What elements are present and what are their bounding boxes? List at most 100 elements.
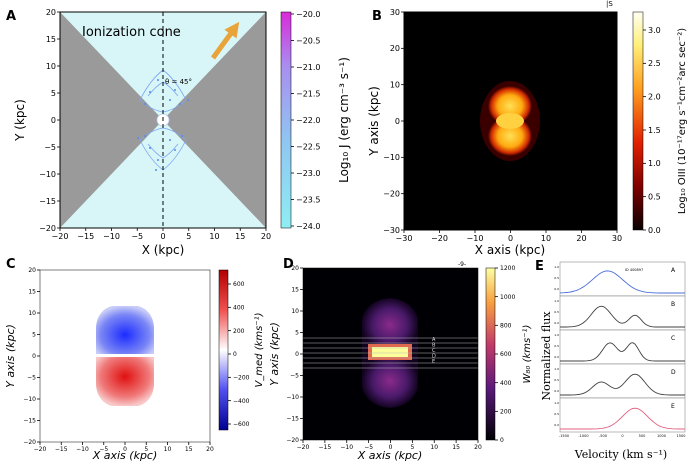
colorbar-tick-label: 600 bbox=[233, 281, 245, 288]
x-tick-label: 20 bbox=[206, 446, 214, 453]
colorbar-tick-label: −21.0 bbox=[296, 63, 321, 72]
x-tick-label: 0 bbox=[160, 232, 165, 241]
colorbar-tick-label: 2.5 bbox=[648, 59, 661, 68]
subplot-label: C bbox=[671, 335, 675, 342]
colorbar-tick-label: −400 bbox=[233, 398, 250, 405]
y-tick-label: 0.5 bbox=[554, 412, 559, 416]
y-tick-label: −15 bbox=[23, 418, 36, 425]
y-tick-label: 1.0 bbox=[554, 265, 559, 269]
panel-e: E A 1.0 0.5 0.0 ID 400897 B 1.0 0.5 0.0 C 1.0 0.5 0.… bbox=[535, 259, 685, 461]
y-tick-label: 15 bbox=[291, 287, 299, 294]
x-tick-label: 0 bbox=[123, 446, 127, 453]
colorbar-tick-label: 0.0 bbox=[648, 226, 661, 235]
colorbar-tick-label: −200 bbox=[233, 374, 250, 381]
panel-d-upper-lobe bbox=[362, 298, 418, 352]
panel-a-orange-arrow bbox=[210, 21, 240, 60]
y-tick-label: 5 bbox=[295, 330, 299, 337]
colorbar-tick-label: −21.5 bbox=[296, 89, 321, 98]
slit-label: B bbox=[432, 343, 436, 349]
spectrum-curve bbox=[560, 305, 685, 328]
panel-a-colorbar-ticks: −20.0 −20.5 −21.0 −21.5 −22.0 −22.5 −23.0 −23.5… bbox=[291, 10, 321, 231]
colorbar-tick-label: −20.5 bbox=[296, 36, 321, 45]
y-tick-label: 0.5 bbox=[554, 378, 559, 382]
y-tick-label: −10 bbox=[383, 153, 400, 162]
x-tick-label: −30 bbox=[396, 234, 413, 243]
subplot-label: A bbox=[671, 267, 676, 274]
panel-b-plot bbox=[403, 11, 618, 231]
subplot-label: D bbox=[671, 369, 676, 376]
panel-d-lower-lobe bbox=[362, 354, 418, 408]
subplot-label: E bbox=[671, 403, 675, 410]
panel-a-left-shadow bbox=[60, 12, 163, 228]
colorbar-tick-label: 1200 bbox=[500, 265, 515, 272]
x-tick-label: 15 bbox=[235, 232, 245, 241]
y-tick-label: 10 bbox=[291, 308, 299, 315]
y-tick-label: 10 bbox=[46, 62, 56, 71]
x-tick-label: −10 bbox=[467, 234, 484, 243]
colorbar-tick-label: −22.5 bbox=[296, 142, 321, 151]
spectrum-curve bbox=[559, 270, 685, 294]
panel-a-right-shadow bbox=[163, 12, 266, 228]
panel-b: B |S −30 −20 −10 0 10 20 30 30 20 10 0 −10 −20 −30 X… bbox=[367, 0, 688, 257]
x-tick-label: 30 bbox=[612, 234, 622, 243]
x-tick-label: 1500 bbox=[677, 434, 686, 438]
x-tick-label: 20 bbox=[261, 232, 271, 241]
colorbar-tick-label: 600 bbox=[500, 351, 512, 358]
x-tick-label: −15 bbox=[55, 446, 68, 453]
spectrum-id: ID 400897 bbox=[625, 268, 643, 272]
x-tick-label: 0 bbox=[508, 234, 513, 243]
y-tick-label: 1.0 bbox=[554, 367, 559, 371]
x-tick-label: −15 bbox=[77, 232, 94, 241]
colorbar-tick-label: −20.0 bbox=[296, 10, 321, 19]
x-tick-label: 10 bbox=[430, 444, 438, 451]
panel-b-ylabel: Y axis (kpc) bbox=[367, 86, 381, 157]
spectrum-curve bbox=[560, 407, 685, 430]
y-tick-label: −20 bbox=[23, 439, 36, 446]
panel-b-corner-text: |S bbox=[606, 0, 613, 8]
x-tick-label: 5 bbox=[144, 446, 148, 453]
y-tick-label: −10 bbox=[23, 396, 36, 403]
colorbar-tick-label: 1000 bbox=[500, 294, 515, 301]
panel-c-colorbar bbox=[218, 269, 229, 431]
x-tick-label: 500 bbox=[639, 434, 646, 438]
panel-b-xlabel: X axis (kpc) bbox=[475, 243, 545, 257]
panel-e-xlabel: Velocity (km s⁻¹) bbox=[574, 448, 667, 461]
colorbar-tick-label: 1.0 bbox=[648, 159, 661, 168]
x-tick-label: −5 bbox=[131, 232, 143, 241]
panel-d-colorbar-label: W₈₀ (kms⁻¹) bbox=[522, 325, 533, 384]
panel-c-red-lobe bbox=[96, 357, 154, 406]
x-tick-label: −20 bbox=[34, 446, 47, 453]
y-tick-label: 1.0 bbox=[554, 333, 559, 337]
x-tick-label: -1000 bbox=[578, 434, 588, 438]
y-tick-label: 0.0 bbox=[554, 355, 559, 359]
y-tick-label: 0.0 bbox=[554, 423, 559, 427]
y-tick-label: 5 bbox=[32, 332, 36, 339]
x-tick-label: 15 bbox=[452, 444, 460, 451]
x-tick-label: 10 bbox=[209, 232, 219, 241]
y-tick-label: −10 bbox=[286, 394, 299, 401]
colorbar-tick-label: 3.0 bbox=[648, 26, 661, 35]
y-tick-label: 0.0 bbox=[554, 287, 559, 291]
y-tick-label: 0.5 bbox=[554, 310, 559, 314]
x-tick-label: 20 bbox=[474, 444, 482, 451]
y-tick-label: −20 bbox=[39, 224, 56, 233]
colorbar-tick-label: 0 bbox=[233, 351, 237, 358]
panel-a-annotation: Ionization cone bbox=[82, 25, 181, 40]
y-tick-label: 10 bbox=[28, 310, 36, 317]
x-tick-label: −15 bbox=[319, 444, 332, 451]
y-tick-label: 20 bbox=[46, 8, 56, 17]
x-tick-label: -1500 bbox=[559, 434, 569, 438]
panel-c-yticks: 20 15 10 5 0 −5 −10 −15 −20 bbox=[23, 267, 40, 446]
colorbar-tick-label: 200 bbox=[233, 328, 245, 335]
panel-c-plot bbox=[39, 269, 211, 443]
panel-b-letter: B bbox=[372, 9, 382, 24]
y-tick-label: 0 bbox=[51, 116, 56, 125]
panel-a-yticks: 20 15 10 5 0 −5 −10 −15 −20 bbox=[39, 8, 60, 233]
colorbar-tick-label: −24.0 bbox=[296, 222, 321, 231]
panel-b-upper-lobe bbox=[488, 86, 532, 126]
panel-d-corner-text: -9- bbox=[458, 261, 466, 268]
panel-b-xticks: −30 −20 −10 0 10 20 30 bbox=[396, 230, 622, 243]
panel-a-colorbar bbox=[280, 11, 292, 229]
x-tick-label: 15 bbox=[185, 446, 193, 453]
